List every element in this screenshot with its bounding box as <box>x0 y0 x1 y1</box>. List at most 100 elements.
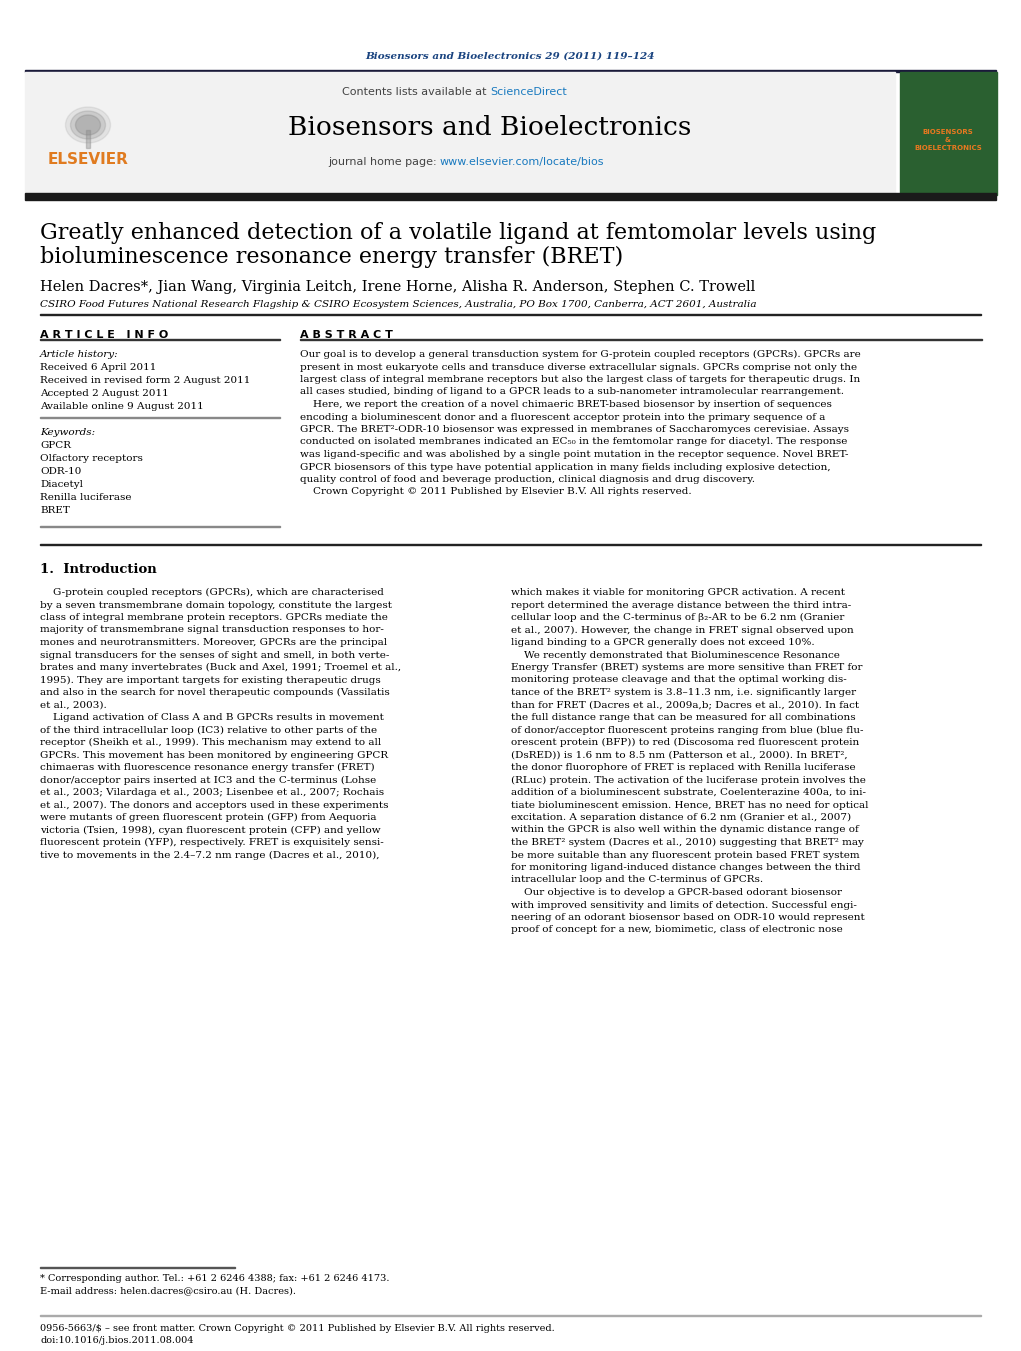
Text: all cases studied, binding of ligand to a GPCR leads to a sub-nanometer intramol: all cases studied, binding of ligand to … <box>300 388 844 396</box>
Text: Our objective is to develop a GPCR-based odorant biosensor: Our objective is to develop a GPCR-based… <box>510 888 842 897</box>
Text: majority of transmembrane signal transduction responses to hor-: majority of transmembrane signal transdu… <box>40 626 384 635</box>
Text: report determined the average distance between the third intra-: report determined the average distance b… <box>510 600 852 609</box>
Text: quality control of food and beverage production, clinical diagnosis and drug dis: quality control of food and beverage pro… <box>300 476 755 484</box>
Text: of the third intracellular loop (IC3) relative to other parts of the: of the third intracellular loop (IC3) re… <box>40 725 377 735</box>
Text: tive to movements in the 2.4–7.2 nm range (Dacres et al., 2010),: tive to movements in the 2.4–7.2 nm rang… <box>40 851 380 859</box>
Text: class of integral membrane protein receptors. GPCRs mediate the: class of integral membrane protein recep… <box>40 613 388 621</box>
Text: the BRET² system (Dacres et al., 2010) suggesting that BRET² may: the BRET² system (Dacres et al., 2010) s… <box>510 838 864 847</box>
Text: monitoring protease cleavage and that the optimal working dis-: monitoring protease cleavage and that th… <box>510 676 846 685</box>
Bar <box>165 72 895 195</box>
Text: et al., 2003).: et al., 2003). <box>40 701 107 709</box>
Text: ODR-10: ODR-10 <box>40 467 82 476</box>
Ellipse shape <box>70 111 105 139</box>
Text: fluorescent protein (YFP), respectively. FRET is exquisitely sensi-: fluorescent protein (YFP), respectively.… <box>40 838 384 847</box>
Text: 0956-5663/$ – see front matter. Crown Copyright © 2011 Published by Elsevier B.V: 0956-5663/$ – see front matter. Crown Co… <box>40 1324 554 1333</box>
Text: the donor fluorophore of FRET is replaced with Renilla luciferase: the donor fluorophore of FRET is replace… <box>510 763 856 771</box>
Bar <box>25 193 996 200</box>
Text: et al., 2007). The donors and acceptors used in these experiments: et al., 2007). The donors and acceptors … <box>40 801 389 809</box>
Text: G-protein coupled receptors (GPCRs), which are characterised: G-protein coupled receptors (GPCRs), whi… <box>40 588 384 597</box>
Text: BRET: BRET <box>40 507 69 515</box>
Text: present in most eukaryote cells and transduce diverse extracellular signals. GPC: present in most eukaryote cells and tran… <box>300 362 857 372</box>
Text: for monitoring ligand-induced distance changes between the third: for monitoring ligand-induced distance c… <box>510 863 861 871</box>
Text: GPCR: GPCR <box>40 440 71 450</box>
Text: et al., 2003; Vilardaga et al., 2003; Lisenbee et al., 2007; Rochais: et al., 2003; Vilardaga et al., 2003; Li… <box>40 788 384 797</box>
Text: Greatly enhanced detection of a volatile ligand at femtomolar levels using: Greatly enhanced detection of a volatile… <box>40 222 876 245</box>
Ellipse shape <box>76 115 100 135</box>
Text: Crown Copyright © 2011 Published by Elsevier B.V. All rights reserved.: Crown Copyright © 2011 Published by Else… <box>300 488 691 497</box>
Text: the full distance range that can be measured for all combinations: the full distance range that can be meas… <box>510 713 856 721</box>
Bar <box>86 130 90 149</box>
Text: cellular loop and the C-terminus of β₂-AR to be 6.2 nm (Granier: cellular loop and the C-terminus of β₂-A… <box>510 613 844 621</box>
Text: 1995). They are important targets for existing therapeutic drugs: 1995). They are important targets for ex… <box>40 676 381 685</box>
Text: et al., 2007). However, the change in FRET signal observed upon: et al., 2007). However, the change in FR… <box>510 626 854 635</box>
Text: intracellular loop and the C-terminus of GPCRs.: intracellular loop and the C-terminus of… <box>510 875 763 885</box>
Text: Received 6 April 2011: Received 6 April 2011 <box>40 363 156 372</box>
Bar <box>25 70 996 72</box>
Text: bioluminescence resonance energy transfer (BRET): bioluminescence resonance energy transfe… <box>40 246 623 267</box>
Text: conducted on isolated membranes indicated an EC₅₀ in the femtomolar range for di: conducted on isolated membranes indicate… <box>300 438 847 446</box>
Text: BIOSENSORS
&
BIOELECTRONICS: BIOSENSORS & BIOELECTRONICS <box>914 128 982 151</box>
Text: Available online 9 August 2011: Available online 9 August 2011 <box>40 403 204 411</box>
Text: Our goal is to develop a general transduction system for G-protein coupled recep: Our goal is to develop a general transdu… <box>300 350 861 359</box>
Ellipse shape <box>65 107 110 143</box>
Text: orescent protein (BFP)) to red (Discosoma red fluorescent protein: orescent protein (BFP)) to red (Discosom… <box>510 738 860 747</box>
Text: (DsRED)) is 1.6 nm to 8.5 nm (Patterson et al., 2000). In BRET²,: (DsRED)) is 1.6 nm to 8.5 nm (Patterson … <box>510 751 847 759</box>
Text: Here, we report the creation of a novel chimaeric BRET-based biosensor by insert: Here, we report the creation of a novel … <box>300 400 832 409</box>
Text: Biosensors and Bioelectronics: Biosensors and Bioelectronics <box>288 115 691 141</box>
Text: and also in the search for novel therapeutic compounds (Vassilatis: and also in the search for novel therape… <box>40 688 390 697</box>
Text: Biosensors and Bioelectronics 29 (2011) 119–124: Biosensors and Bioelectronics 29 (2011) … <box>366 51 654 61</box>
Text: ligand binding to a GPCR generally does not exceed 10%.: ligand binding to a GPCR generally does … <box>510 638 815 647</box>
Text: than for FRET (Dacres et al., 2009a,b; Dacres et al., 2010). In fact: than for FRET (Dacres et al., 2009a,b; D… <box>510 701 859 709</box>
Text: tiate bioluminescent emission. Hence, BRET has no need for optical: tiate bioluminescent emission. Hence, BR… <box>510 801 869 809</box>
Text: Received in revised form 2 August 2011: Received in revised form 2 August 2011 <box>40 376 250 385</box>
Text: (RLuc) protein. The activation of the luciferase protein involves the: (RLuc) protein. The activation of the lu… <box>510 775 866 785</box>
Text: by a seven transmembrane domain topology, constitute the largest: by a seven transmembrane domain topology… <box>40 600 392 609</box>
Text: excitation. A separation distance of 6.2 nm (Granier et al., 2007): excitation. A separation distance of 6.2… <box>510 813 852 823</box>
Text: proof of concept for a new, biomimetic, class of electronic nose: proof of concept for a new, biomimetic, … <box>510 925 842 935</box>
Text: journal home page:: journal home page: <box>328 157 440 168</box>
Text: Ligand activation of Class A and B GPCRs results in movement: Ligand activation of Class A and B GPCRs… <box>40 713 384 721</box>
Text: GPCR. The BRET²-ODR-10 biosensor was expressed in membranes of Saccharomyces cer: GPCR. The BRET²-ODR-10 biosensor was exp… <box>300 426 849 434</box>
Text: receptor (Sheikh et al., 1999). This mechanism may extend to all: receptor (Sheikh et al., 1999). This mec… <box>40 738 381 747</box>
Text: chimaeras with fluorescence resonance energy transfer (FRET): chimaeras with fluorescence resonance en… <box>40 763 375 773</box>
Text: ELSEVIER: ELSEVIER <box>48 153 129 168</box>
Text: Renilla luciferase: Renilla luciferase <box>40 493 132 503</box>
Text: www.elsevier.com/locate/bios: www.elsevier.com/locate/bios <box>440 157 604 168</box>
Text: We recently demonstrated that Bioluminescence Resonance: We recently demonstrated that Biolumines… <box>510 650 840 659</box>
Bar <box>900 72 996 195</box>
Text: ScienceDirect: ScienceDirect <box>490 86 567 97</box>
Text: A B S T R A C T: A B S T R A C T <box>300 330 393 340</box>
Text: mones and neurotransmitters. Moreover, GPCRs are the principal: mones and neurotransmitters. Moreover, G… <box>40 638 387 647</box>
Text: brates and many invertebrates (Buck and Axel, 1991; Troemel et al.,: brates and many invertebrates (Buck and … <box>40 663 401 673</box>
Text: which makes it viable for monitoring GPCR activation. A recent: which makes it viable for monitoring GPC… <box>510 588 845 597</box>
Text: GPCR biosensors of this type have potential application in many fields including: GPCR biosensors of this type have potent… <box>300 462 831 471</box>
Bar <box>25 72 165 195</box>
Text: Diacetyl: Diacetyl <box>40 480 83 489</box>
Text: Article history:: Article history: <box>40 350 118 359</box>
Text: * Corresponding author. Tel.: +61 2 6246 4388; fax: +61 2 6246 4173.: * Corresponding author. Tel.: +61 2 6246… <box>40 1274 389 1283</box>
Text: signal transducers for the senses of sight and smell, in both verte-: signal transducers for the senses of sig… <box>40 650 389 659</box>
Text: be more suitable than any fluorescent protein based FRET system: be more suitable than any fluorescent pr… <box>510 851 860 859</box>
Text: Olfactory receptors: Olfactory receptors <box>40 454 143 463</box>
Text: donor/acceptor pairs inserted at IC3 and the C-terminus (Lohse: donor/acceptor pairs inserted at IC3 and… <box>40 775 377 785</box>
Text: Contents lists available at: Contents lists available at <box>342 86 490 97</box>
Text: within the GPCR is also well within the dynamic distance range of: within the GPCR is also well within the … <box>510 825 859 835</box>
Text: 1.  Introduction: 1. Introduction <box>40 563 157 576</box>
Text: neering of an odorant biosensor based on ODR-10 would represent: neering of an odorant biosensor based on… <box>510 913 865 921</box>
Text: CSIRO Food Futures National Research Flagship & CSIRO Ecosystem Sciences, Austra: CSIRO Food Futures National Research Fla… <box>40 300 757 309</box>
Text: encoding a bioluminescent donor and a fluorescent acceptor protein into the prim: encoding a bioluminescent donor and a fl… <box>300 412 825 422</box>
Text: with improved sensitivity and limits of detection. Successful engi-: with improved sensitivity and limits of … <box>510 901 857 909</box>
Text: GPCRs. This movement has been monitored by engineering GPCR: GPCRs. This movement has been monitored … <box>40 751 388 759</box>
Text: tance of the BRET² system is 3.8–11.3 nm, i.e. significantly larger: tance of the BRET² system is 3.8–11.3 nm… <box>510 688 857 697</box>
Text: A R T I C L E   I N F O: A R T I C L E I N F O <box>40 330 168 340</box>
Text: Accepted 2 August 2011: Accepted 2 August 2011 <box>40 389 168 399</box>
Text: of donor/acceptor fluorescent proteins ranging from blue (blue flu-: of donor/acceptor fluorescent proteins r… <box>510 725 864 735</box>
Text: was ligand-specific and was abolished by a single point mutation in the receptor: was ligand-specific and was abolished by… <box>300 450 848 459</box>
Text: Keywords:: Keywords: <box>40 428 95 436</box>
Text: were mutants of green fluorescent protein (GFP) from Aequoria: were mutants of green fluorescent protei… <box>40 813 377 823</box>
Text: largest class of integral membrane receptors but also the largest class of targe: largest class of integral membrane recep… <box>300 376 861 384</box>
Text: E-mail address: helen.dacres@csiro.au (H. Dacres).: E-mail address: helen.dacres@csiro.au (H… <box>40 1286 296 1296</box>
Text: Energy Transfer (BRET) systems are more sensitive than FRET for: Energy Transfer (BRET) systems are more … <box>510 663 863 673</box>
Text: addition of a bioluminescent substrate, Coelenterazine 400a, to ini-: addition of a bioluminescent substrate, … <box>510 788 866 797</box>
Text: doi:10.1016/j.bios.2011.08.004: doi:10.1016/j.bios.2011.08.004 <box>40 1336 194 1346</box>
